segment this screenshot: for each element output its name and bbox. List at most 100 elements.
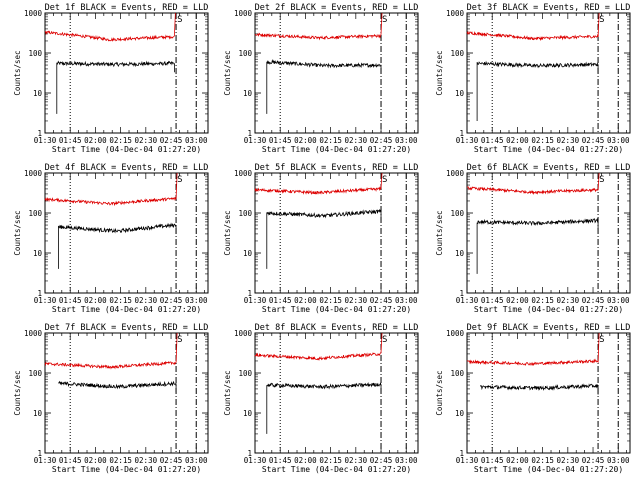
x-axis-label: Start Time (04-Dec-04 01:27:20) <box>474 145 623 154</box>
y-axis-label: Counts/sec <box>13 370 22 415</box>
x-axis-label: Start Time (04-Dec-04 01:27:20) <box>52 465 201 474</box>
x-tick-label: 02:30 <box>345 456 368 465</box>
x-tick-label: 02:00 <box>294 136 317 145</box>
x-tick-label: 02:15 <box>531 136 554 145</box>
x-tick-label: 01:45 <box>481 456 504 465</box>
y-axis-label: Counts/sec <box>223 50 232 95</box>
y-tick-label: 10 <box>455 89 465 98</box>
y-tick-label: 1 <box>37 289 42 298</box>
x-axis-label: Start Time (04-Dec-04 01:27:20) <box>474 465 623 474</box>
axes-frame <box>44 12 209 134</box>
lld-series-line <box>254 12 383 41</box>
x-tick-label: 01:30 <box>456 456 479 465</box>
saa-marker-label: S <box>382 175 387 185</box>
y-tick-label: 100 <box>28 209 42 218</box>
x-tick-label: 01:30 <box>34 296 57 305</box>
y-tick-label: 1000 <box>446 9 465 18</box>
x-tick-label: 01:45 <box>269 296 292 305</box>
y-tick-label: 10 <box>455 249 465 258</box>
x-tick-label: 02:45 <box>370 296 393 305</box>
x-tick-label: 02:45 <box>160 136 183 145</box>
saa-marker-label: S <box>177 15 182 25</box>
x-axis-label: Start Time (04-Dec-04 01:27:20) <box>262 145 411 154</box>
x-axis-label: Start Time (04-Dec-04 01:27:20) <box>262 465 411 474</box>
x-tick-label: 02:15 <box>109 296 132 305</box>
y-axis-label: Counts/sec <box>13 50 22 95</box>
y-tick-label: 1 <box>37 129 42 138</box>
y-tick-label: 1000 <box>446 329 465 338</box>
x-tick-label: 03:00 <box>395 136 418 145</box>
events-series-line <box>56 60 175 114</box>
x-tick-label: 01:30 <box>34 136 57 145</box>
y-tick-label: 1000 <box>24 9 43 18</box>
y-tick-label: 1000 <box>446 169 465 178</box>
x-tick-label: 02:00 <box>84 296 107 305</box>
panel-6: Det 6f BLACK = Events, RED = LLD 1 10 100 10… <box>435 163 631 314</box>
lld-series-line <box>44 332 178 370</box>
y-tick-label: 1000 <box>24 329 43 338</box>
x-tick-label: 02:00 <box>294 296 317 305</box>
x-tick-label: 02:45 <box>160 296 183 305</box>
x-tick-label: 01:45 <box>481 296 504 305</box>
y-tick-label: 10 <box>33 249 43 258</box>
x-tick-label: 02:45 <box>582 456 605 465</box>
panel-title: Det 2f BLACK = Events, RED = LLD <box>255 3 419 13</box>
x-tick-label: 01:30 <box>244 136 267 145</box>
x-tick-label: 02:45 <box>370 136 393 145</box>
y-tick-label: 100 <box>28 49 42 58</box>
x-axis-label: Start Time (04-Dec-04 01:27:20) <box>474 305 623 314</box>
y-tick-label: 10 <box>243 249 253 258</box>
x-tick-label: 02:00 <box>506 136 529 145</box>
events-series-line <box>476 60 599 121</box>
x-tick-label: 02:30 <box>135 136 158 145</box>
y-tick-label: 100 <box>450 49 464 58</box>
lld-series-line <box>466 172 600 195</box>
y-axis-label: Counts/sec <box>13 210 22 255</box>
lld-series-line <box>254 172 383 195</box>
x-tick-label: 03:00 <box>395 456 418 465</box>
saa-marker-label: S <box>177 335 182 345</box>
x-tick-label: 03:00 <box>185 136 208 145</box>
events-series-line <box>58 222 177 269</box>
x-tick-label: 01:45 <box>59 456 82 465</box>
x-tick-label: 02:00 <box>294 456 317 465</box>
x-tick-label: 03:00 <box>395 296 418 305</box>
x-tick-label: 02:15 <box>109 456 132 465</box>
x-tick-label: 02:45 <box>370 456 393 465</box>
x-tick-label: 02:15 <box>319 296 342 305</box>
x-tick-label: 02:15 <box>531 296 554 305</box>
axes-frame <box>254 172 419 294</box>
y-tick-label: 10 <box>33 409 43 418</box>
y-tick-label: 10 <box>33 89 43 98</box>
x-tick-label: 02:30 <box>557 136 580 145</box>
y-axis-label: Counts/sec <box>435 210 444 255</box>
y-tick-label: 1 <box>37 449 42 458</box>
axes-frame <box>254 12 419 134</box>
axes-frame <box>44 332 209 454</box>
x-tick-label: 02:30 <box>557 456 580 465</box>
panel-5: Det 5f BLACK = Events, RED = LLD 1 10 100 10… <box>223 163 419 314</box>
y-axis-label: Counts/sec <box>435 370 444 415</box>
x-tick-label: 02:00 <box>506 456 529 465</box>
x-tick-label: 02:15 <box>531 456 554 465</box>
panel-4: Det 4f BLACK = Events, RED = LLD 1 10 100 10… <box>13 163 209 314</box>
lld-series-line <box>466 332 600 367</box>
y-tick-label: 1 <box>247 129 252 138</box>
y-tick-label: 100 <box>450 369 464 378</box>
events-series-line <box>266 59 382 114</box>
x-tick-label: 02:30 <box>557 296 580 305</box>
x-tick-label: 02:00 <box>506 296 529 305</box>
saa-marker-label: S <box>599 335 604 345</box>
y-tick-label: 1 <box>459 289 464 298</box>
lld-series-line <box>254 332 383 361</box>
lld-series-line <box>466 12 600 42</box>
x-tick-label: 01:45 <box>59 296 82 305</box>
axes-frame <box>44 172 209 294</box>
x-tick-label: 02:00 <box>84 456 107 465</box>
events-series-line <box>476 217 599 274</box>
x-tick-label: 02:15 <box>319 456 342 465</box>
x-tick-label: 02:30 <box>135 456 158 465</box>
y-axis-label: Counts/sec <box>435 50 444 95</box>
x-tick-label: 01:30 <box>456 296 479 305</box>
axes-frame <box>466 332 631 454</box>
